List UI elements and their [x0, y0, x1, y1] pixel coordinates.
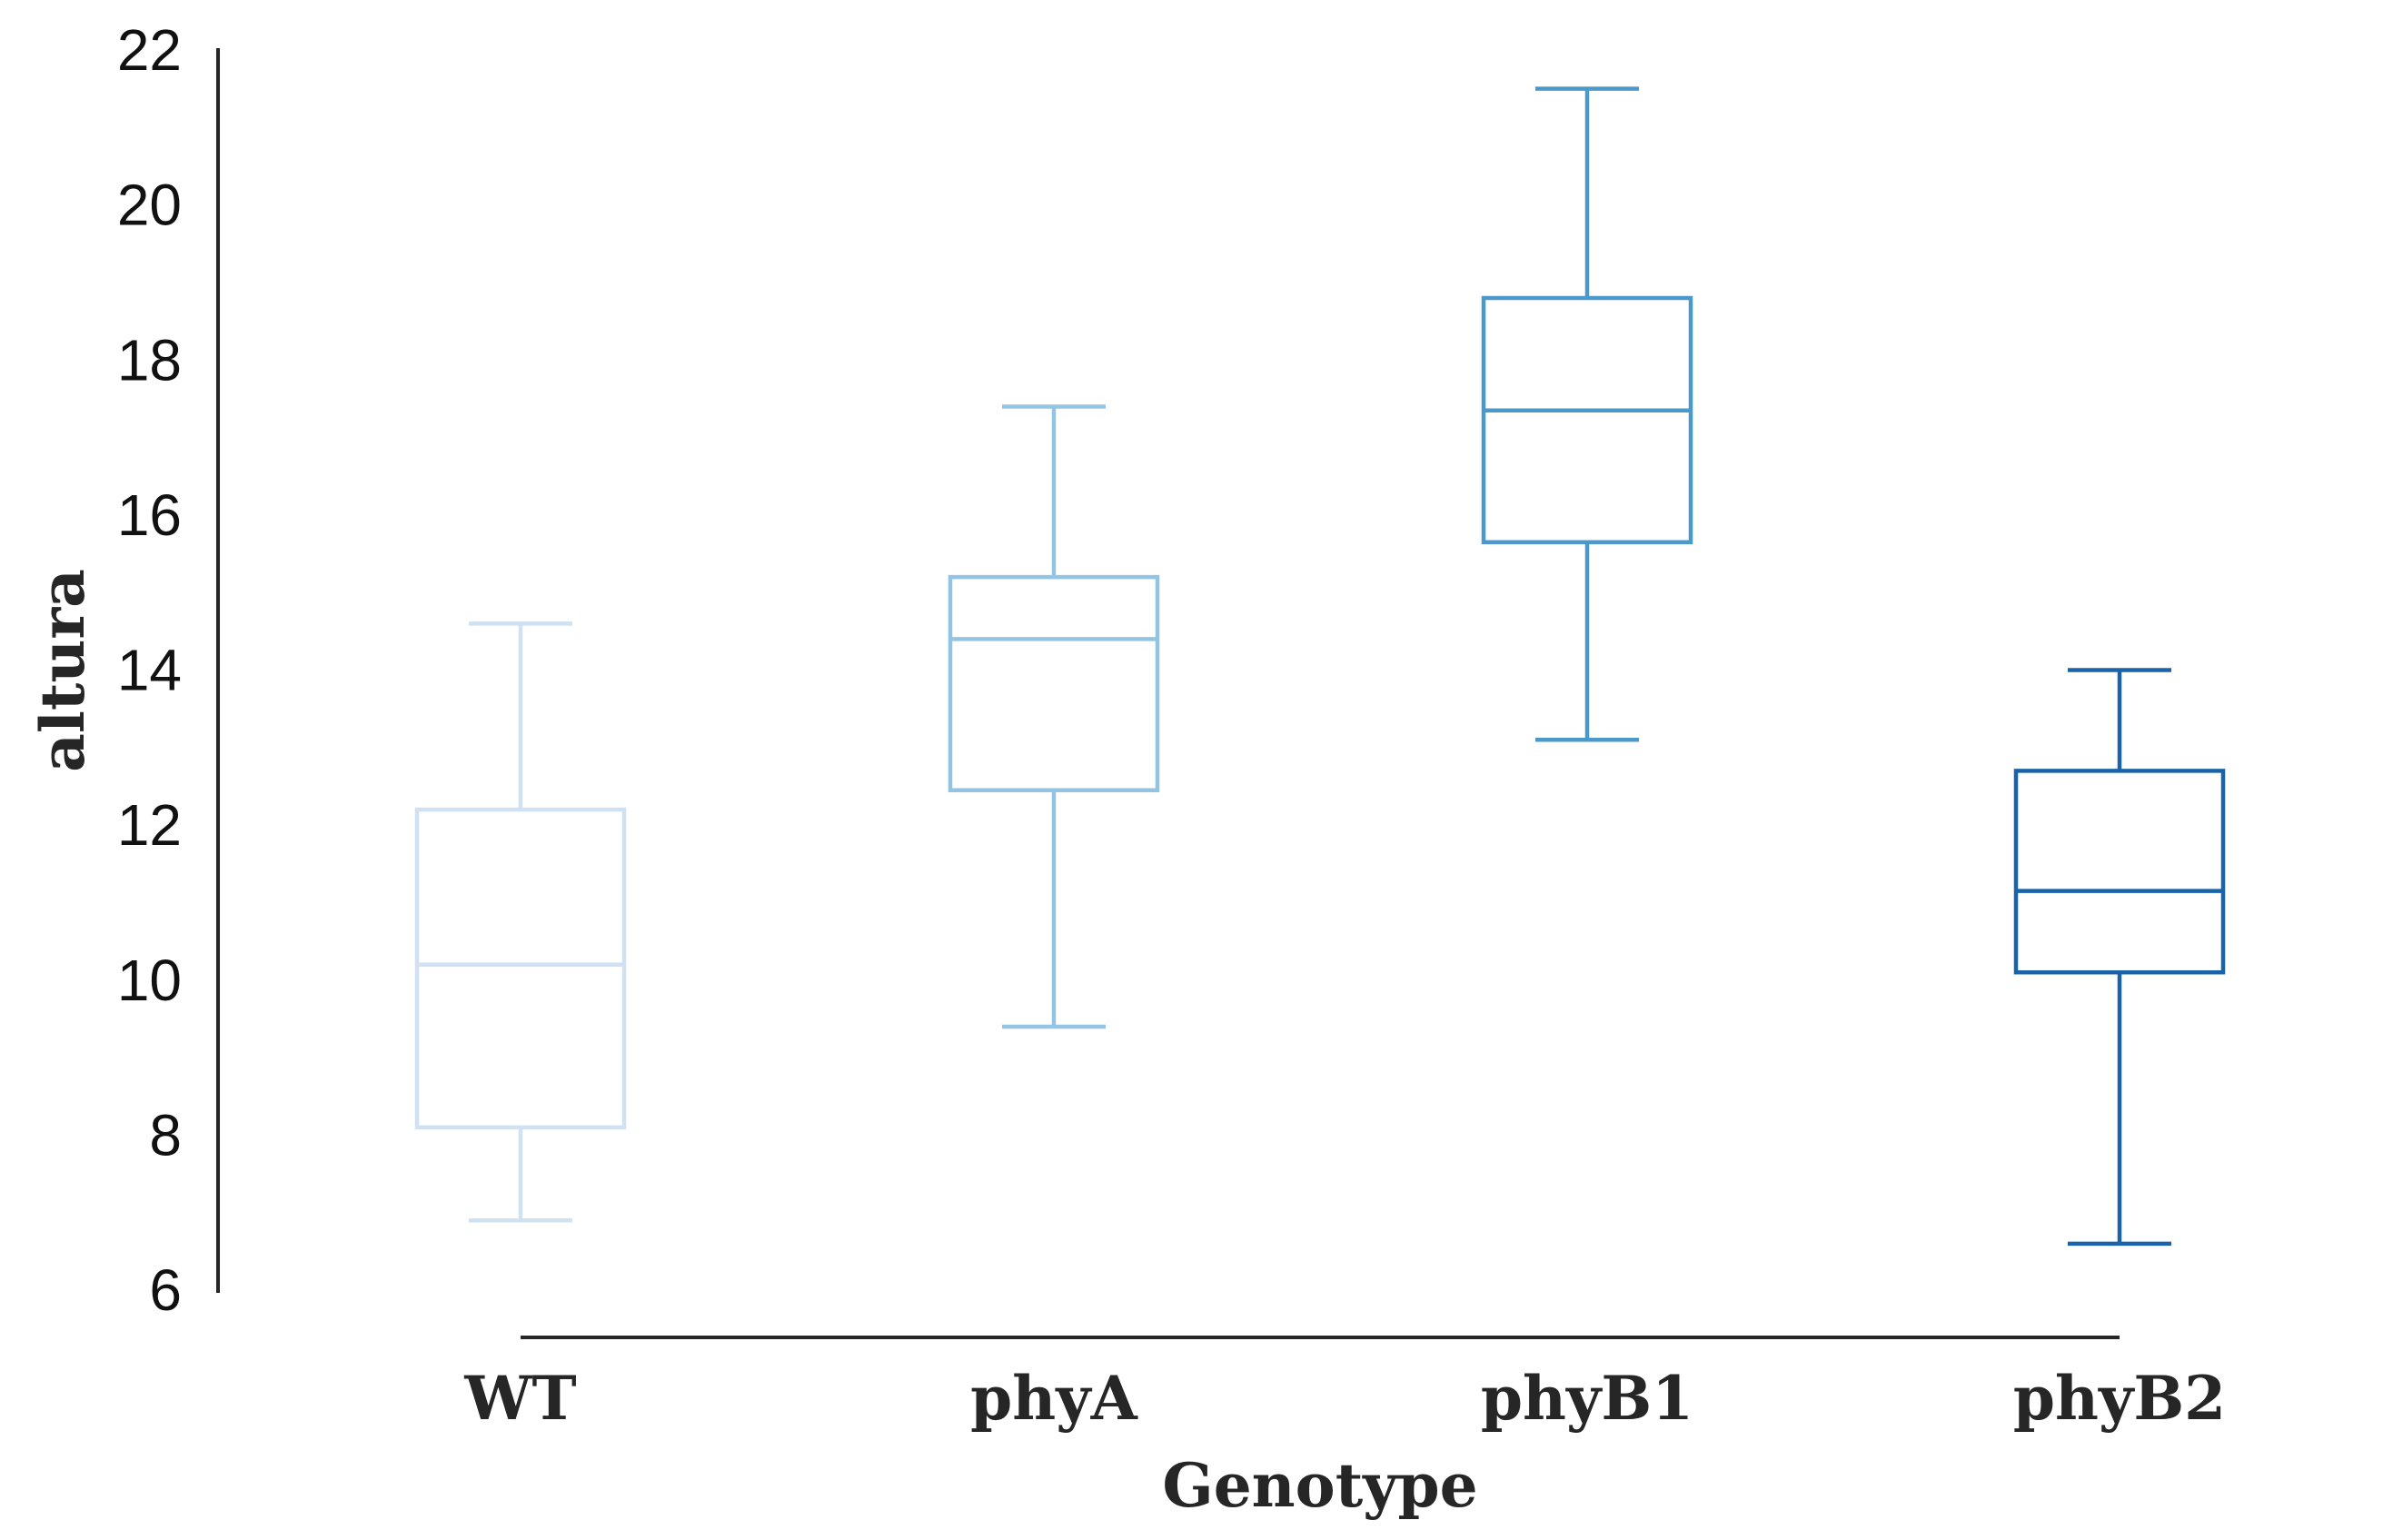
y-tick-label: 22 [117, 17, 182, 83]
iqr-box [1481, 295, 1693, 544]
x-tick-label: phyB1 [1481, 1363, 1693, 1434]
x-tick-label: phyB2 [2013, 1363, 2226, 1434]
box-phyA [948, 404, 1160, 1029]
x-tick-label: phyA [970, 1363, 1137, 1434]
box-phyB2 [2013, 668, 2226, 1247]
y-tick-label: 12 [117, 792, 182, 858]
x-tick-label: WT [463, 1363, 576, 1434]
iqr-box [414, 807, 627, 1130]
box-WT [414, 621, 627, 1223]
y-tick-label: 18 [117, 327, 182, 392]
y-tick-label: 10 [117, 948, 182, 1013]
x-tick-labels: WT phyA phyB1 phyB2 [463, 1363, 2226, 1434]
y-axis-label: altura [27, 569, 98, 772]
iqr-box [948, 574, 1160, 792]
y-tick-label: 20 [117, 173, 182, 238]
iqr-box [2013, 769, 2226, 975]
box-series [414, 86, 2226, 1247]
y-tick-label: 16 [117, 482, 182, 548]
y-tick-labels: 6 8 10 12 14 16 18 20 22 [117, 17, 182, 1323]
box-phyB1 [1481, 86, 1693, 742]
x-axis-label: Genotype [1162, 1450, 1477, 1521]
y-tick-label: 6 [149, 1257, 182, 1323]
y-tick-label: 14 [117, 638, 182, 703]
y-tick-label: 8 [149, 1102, 182, 1167]
